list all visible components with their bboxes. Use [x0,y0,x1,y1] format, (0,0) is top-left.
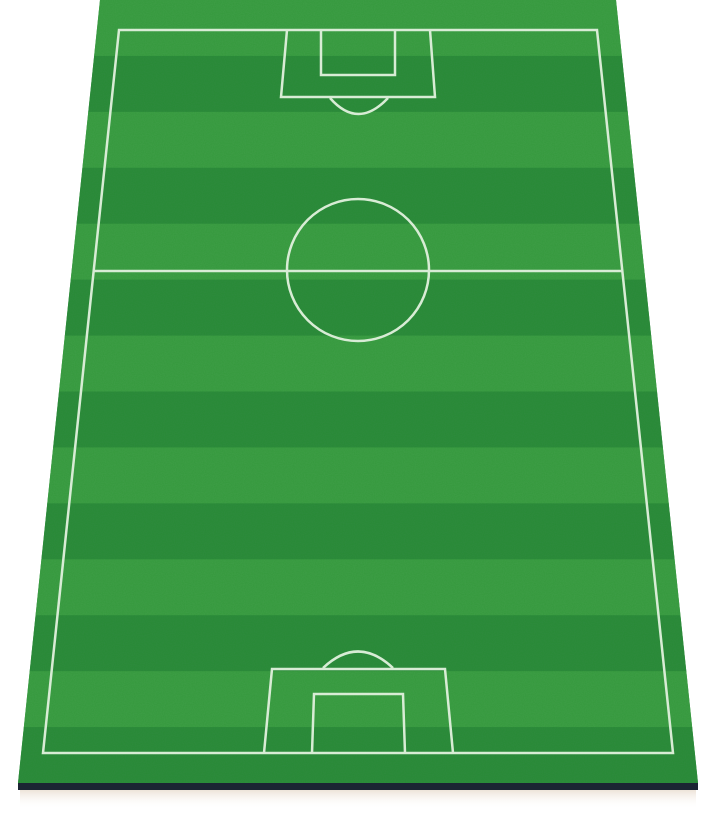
top-penalty-area [279,29,437,99]
field-markings [41,28,675,755]
center-circle [285,197,431,343]
bottom-goal-area [310,692,407,754]
bottom-penalty-arc [322,650,394,669]
field-shadow [20,789,696,809]
top-penalty-arc [329,97,389,116]
touchline-boundary [41,28,675,755]
bottom-penalty-area [262,667,455,754]
top-goal-area [319,30,397,77]
grass-texture [18,0,698,783]
field-base-edge [18,783,698,790]
